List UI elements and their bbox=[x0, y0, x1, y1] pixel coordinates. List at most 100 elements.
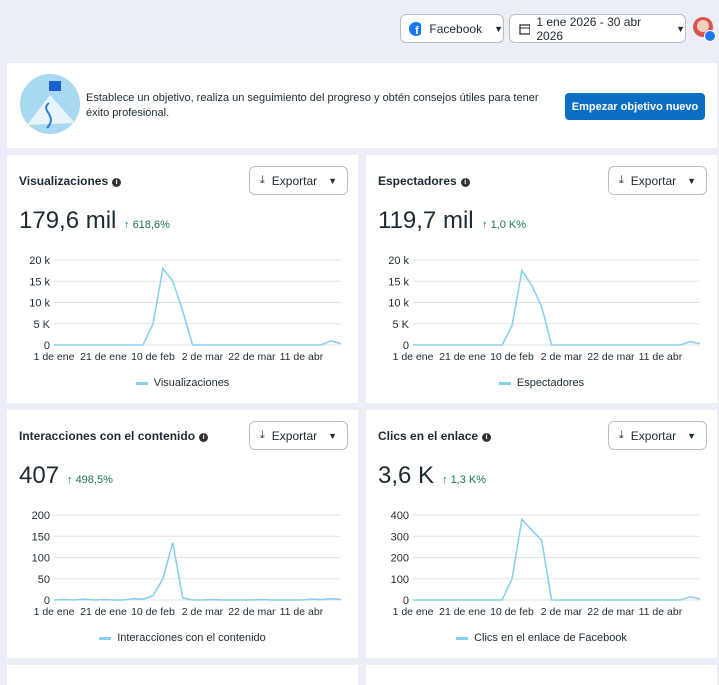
up-arrow: ↑ bbox=[67, 474, 76, 486]
legend-swatch bbox=[456, 636, 469, 640]
y-tick-label: 20 k bbox=[29, 255, 50, 267]
change: ↑ 1,0 K% bbox=[482, 219, 526, 231]
legend-label: Visualizaciones bbox=[153, 377, 230, 389]
calendar-icon bbox=[519, 23, 531, 35]
series-line bbox=[53, 542, 342, 601]
series-line bbox=[54, 266, 342, 346]
change-value: 618,6% bbox=[132, 219, 170, 231]
x-tick-label: 21 de ene bbox=[439, 351, 486, 363]
card-title-text: Interacciones con el contenido bbox=[19, 429, 196, 443]
y-tick-label: 300 bbox=[391, 531, 409, 543]
change: ↑ 498,5% bbox=[67, 474, 113, 486]
platform-select[interactable]: f Facebook ▼ bbox=[400, 14, 504, 43]
start-goal-button[interactable]: Empezar objetivo nuevo bbox=[565, 93, 705, 120]
export-button[interactable]: ⤓ Exportar ▼ bbox=[249, 166, 348, 195]
x-tick-label: 1 de ene bbox=[393, 606, 434, 618]
y-tick-label: 20 k bbox=[388, 255, 409, 267]
change-value: 498,5% bbox=[75, 474, 113, 486]
card-partial bbox=[366, 665, 717, 685]
metric-card: Clics en el enlace i ⤓ Exportar ▼ 3,6 K ↑ 1,3 … bbox=[366, 410, 717, 658]
chart: 0 5 K 10 k 15 k 20 k 1 de ene 21 de ene 10 de f… bbox=[29, 255, 342, 363]
facebook-icon: f bbox=[409, 21, 422, 36]
y-tick-label: 0 bbox=[403, 340, 409, 352]
up-arrow: ↑ bbox=[124, 219, 133, 231]
x-tick-label: 2 de mar bbox=[541, 606, 583, 618]
avatar[interactable] bbox=[692, 16, 716, 42]
caret: ▼ bbox=[687, 430, 697, 441]
legend-label: Interacciones con el contenido bbox=[117, 632, 266, 644]
y-tick-label: 200 bbox=[391, 553, 409, 565]
total-value: 3,6 K bbox=[378, 462, 435, 489]
y-tick-label: 15 k bbox=[388, 276, 409, 288]
legend: Visualizaciones bbox=[7, 377, 358, 389]
legend-swatch bbox=[99, 636, 112, 640]
y-tick-label: 10 k bbox=[29, 298, 50, 310]
legend: Espectadores bbox=[366, 377, 717, 389]
card-title-text: Clics en el enlace bbox=[378, 429, 479, 443]
export-label: Exportar bbox=[271, 428, 318, 443]
x-tick-label: 1 de ene bbox=[34, 351, 75, 363]
x-tick-label: 21 de ene bbox=[80, 606, 127, 618]
y-tick-label: 0 bbox=[44, 340, 50, 352]
x-tick-label: 22 de mar bbox=[587, 351, 635, 363]
export-label: Exportar bbox=[630, 428, 677, 443]
y-tick-label: 100 bbox=[391, 574, 409, 586]
svg-text:f: f bbox=[415, 25, 419, 36]
platform-label: Facebook bbox=[429, 21, 483, 36]
date-select[interactable]: 1 ene 2026 - 30 abr 2026 ▼ bbox=[509, 14, 686, 43]
x-tick-label: 1 de ene bbox=[393, 351, 434, 363]
series-line bbox=[413, 268, 701, 346]
card-title: Espectadores i bbox=[378, 174, 470, 188]
x-tick-label: 21 de ene bbox=[80, 351, 127, 363]
change: ↑ 618,6% bbox=[124, 219, 170, 231]
export-icon: ⤓ bbox=[618, 429, 624, 441]
info-icon: i bbox=[460, 178, 470, 187]
x-tick-label: 1 de ene bbox=[34, 606, 75, 618]
export-icon: ⤓ bbox=[259, 174, 265, 186]
x-tick-label: 11 de abr bbox=[639, 606, 683, 618]
export-button[interactable]: ⤓ Exportar ▼ bbox=[249, 421, 348, 450]
export-icon: ⤓ bbox=[259, 429, 265, 441]
y-tick-label: 50 bbox=[38, 574, 50, 586]
caret: ▼ bbox=[328, 430, 338, 441]
x-tick-label: 2 de mar bbox=[182, 351, 224, 363]
up-arrow: ↑ bbox=[482, 219, 491, 231]
caret: ▼ bbox=[494, 23, 503, 34]
change: ↑ 1,3 K% bbox=[442, 474, 486, 486]
card-partial bbox=[7, 665, 358, 685]
chart: 0 50 100 150 200 1 de ene 21 de ene 10 de feb 2 … bbox=[32, 510, 342, 618]
legend: Clics en el enlace de Facebook bbox=[366, 632, 717, 644]
y-tick-label: 0 bbox=[44, 595, 50, 607]
series-line bbox=[413, 517, 701, 601]
x-tick-label: 11 de abr bbox=[280, 606, 324, 618]
x-tick-label: 22 de mar bbox=[587, 606, 635, 618]
y-tick-label: 15 k bbox=[29, 276, 50, 288]
card-title-text: Visualizaciones bbox=[19, 174, 109, 188]
export-icon: ⤓ bbox=[618, 174, 624, 186]
y-tick-label: 200 bbox=[32, 510, 50, 522]
card-title: Clics en el enlace i bbox=[378, 429, 492, 443]
y-tick-label: 100 bbox=[32, 553, 50, 565]
x-tick-label: 22 de mar bbox=[228, 606, 276, 618]
y-tick-label: 10 k bbox=[388, 298, 409, 310]
goal-illustration bbox=[20, 74, 80, 134]
metric-card: Espectadores i ⤓ Exportar ▼ 119,7 mil ↑ 1,0 K%… bbox=[366, 155, 717, 403]
card-title: Interacciones con el contenido i bbox=[19, 429, 209, 443]
caret: ▼ bbox=[687, 175, 697, 186]
caret: ▼ bbox=[328, 175, 338, 186]
x-tick-label: 10 de feb bbox=[490, 606, 534, 618]
x-tick-label: 21 de ene bbox=[439, 606, 486, 618]
x-tick-label: 11 de abr bbox=[280, 351, 324, 363]
x-tick-label: 11 de abr bbox=[639, 351, 683, 363]
x-tick-label: 10 de feb bbox=[490, 351, 534, 363]
export-label: Exportar bbox=[630, 173, 677, 188]
y-tick-label: 150 bbox=[32, 531, 50, 543]
x-tick-label: 2 de mar bbox=[182, 606, 224, 618]
change-value: 1,3 K% bbox=[450, 474, 487, 486]
legend-label: Espectadores bbox=[516, 377, 585, 389]
export-button[interactable]: ⤓ Exportar ▼ bbox=[608, 166, 707, 195]
goal-banner: Establece un objetivo, realiza un seguim… bbox=[7, 63, 717, 148]
up-arrow: ↑ bbox=[442, 474, 451, 486]
export-button[interactable]: ⤓ Exportar ▼ bbox=[608, 421, 707, 450]
